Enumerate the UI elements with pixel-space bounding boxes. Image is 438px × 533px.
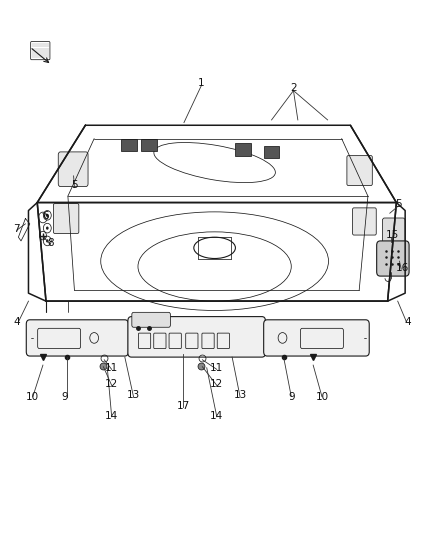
Text: 13: 13 — [127, 391, 140, 400]
FancyBboxPatch shape — [128, 317, 265, 357]
Text: 13: 13 — [233, 391, 247, 400]
Text: 1: 1 — [198, 78, 205, 87]
Bar — [264, 146, 279, 158]
FancyBboxPatch shape — [26, 320, 128, 356]
Text: 5: 5 — [395, 199, 402, 208]
FancyBboxPatch shape — [382, 218, 405, 244]
Text: 15: 15 — [385, 230, 399, 239]
Circle shape — [46, 214, 49, 217]
Text: 6: 6 — [42, 211, 49, 221]
Text: 16: 16 — [396, 263, 409, 272]
Text: 9: 9 — [61, 392, 68, 402]
Text: 11: 11 — [105, 363, 118, 373]
Circle shape — [46, 227, 49, 230]
FancyBboxPatch shape — [58, 152, 88, 187]
Text: 14: 14 — [210, 411, 223, 421]
Text: 4: 4 — [13, 318, 20, 327]
FancyBboxPatch shape — [353, 208, 376, 235]
Text: 10: 10 — [26, 392, 39, 402]
Text: 4: 4 — [404, 318, 411, 327]
Text: 5: 5 — [71, 181, 78, 190]
FancyBboxPatch shape — [53, 204, 79, 233]
Circle shape — [46, 239, 49, 243]
Text: 7: 7 — [13, 224, 20, 234]
Text: 8: 8 — [47, 238, 54, 247]
Bar — [235, 143, 251, 156]
FancyBboxPatch shape — [132, 312, 170, 327]
Text: 2: 2 — [290, 83, 297, 93]
Text: 14: 14 — [105, 411, 118, 421]
Text: 11: 11 — [210, 363, 223, 373]
FancyBboxPatch shape — [347, 156, 372, 185]
Text: 10: 10 — [315, 392, 328, 402]
Bar — [121, 139, 137, 151]
Text: 12: 12 — [210, 379, 223, 389]
FancyBboxPatch shape — [264, 320, 369, 356]
Bar — [141, 139, 157, 151]
Text: 12: 12 — [105, 379, 118, 389]
Text: 17: 17 — [177, 401, 190, 411]
FancyBboxPatch shape — [377, 241, 409, 276]
Text: 9: 9 — [288, 392, 295, 402]
